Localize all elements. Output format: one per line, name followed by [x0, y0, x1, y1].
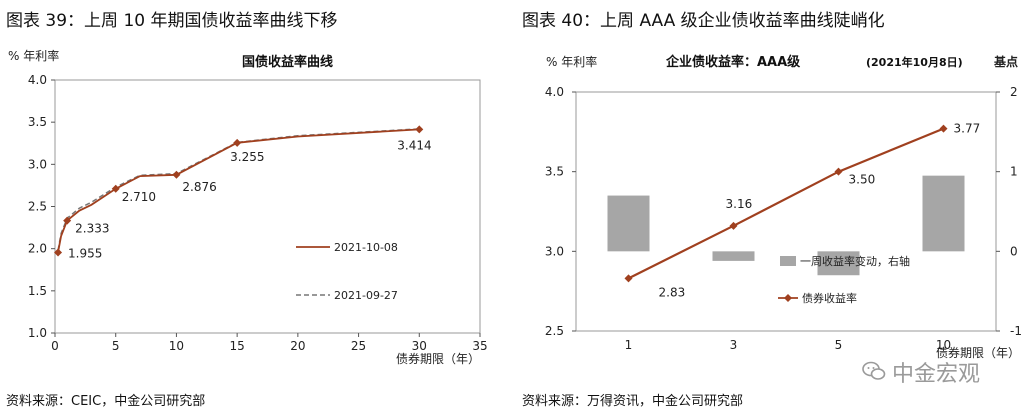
y-axis-label: % 年利率 — [8, 48, 59, 63]
y-left-tick-label: 3.5 — [545, 165, 564, 179]
data-point-marker — [172, 170, 181, 179]
legend-label-2021-10-08: 2021-10-08 — [334, 241, 398, 254]
legend-marker-yield — [784, 294, 792, 302]
y-tick-label: 1.5 — [28, 284, 47, 298]
chart-title: 企业债收益率：AAA级 — [665, 54, 801, 70]
wechat-logo-icon — [862, 361, 886, 380]
plot-frame — [54, 79, 481, 334]
bar-weekly-change — [922, 175, 965, 252]
data-label: 2.876 — [182, 180, 216, 194]
series-2021-09-27-line — [57, 128, 420, 251]
legend-label-2021-09-27: 2021-09-27 — [334, 289, 398, 302]
y-tick-label: 1.0 — [28, 326, 47, 340]
y-right-tick-label: -1 — [1010, 324, 1022, 338]
y-tick-label: 4.0 — [28, 73, 47, 87]
y-tick-label: 3.0 — [28, 157, 47, 171]
y-right-tick-label: 0 — [1010, 244, 1018, 258]
x-tick-label: 10 — [169, 339, 184, 353]
watermark-text: 中金宏观 — [892, 362, 981, 387]
x-tick-label: 5 — [835, 338, 843, 352]
y-left-tick-label: 2.5 — [545, 324, 564, 338]
y-tick-label: 2.5 — [28, 200, 47, 214]
data-label: 1.955 — [68, 246, 102, 260]
x-tick-label: 30 — [412, 339, 427, 353]
y-axis-right-label: 基点 — [993, 54, 1018, 69]
series-yield-line — [628, 127, 944, 280]
data-label: 3.50 — [849, 173, 876, 187]
bar-weekly-change — [607, 195, 650, 252]
data-point-marker — [834, 167, 843, 176]
data-point-marker — [111, 184, 120, 193]
legend-swatch-weekly-change — [780, 256, 796, 266]
series-2021-10-08-line — [57, 128, 420, 253]
legend-label-weekly-change: 一周收益率变动，右轴 — [800, 254, 910, 268]
x-axis-label: 债券期限（年） — [396, 351, 480, 366]
x-axis-label: 债券期限（年） — [936, 345, 1020, 360]
data-label: 3.414 — [397, 138, 431, 152]
x-tick-label: 35 — [472, 339, 487, 353]
data-label: 2.333 — [75, 222, 109, 236]
data-label: 2.83 — [659, 285, 686, 299]
data-point-marker — [233, 138, 242, 147]
x-tick-label: 20 — [290, 339, 305, 353]
y-left-tick-label: 3.0 — [545, 244, 564, 258]
data-label: 2.710 — [122, 190, 156, 204]
data-point-marker — [939, 124, 948, 133]
bar-weekly-change — [817, 251, 860, 276]
figure-39-source: 资料来源：CEIC，中金公司研究部 — [6, 394, 206, 409]
x-tick-label: 0 — [51, 339, 59, 353]
y-right-tick-label: 1 — [1010, 165, 1018, 179]
data-point-marker — [729, 221, 738, 230]
legend-label-yield: 债券收益率 — [802, 291, 857, 305]
plot-frame — [575, 91, 997, 332]
bar-weekly-change — [712, 251, 755, 261]
x-tick-label: 15 — [230, 339, 245, 353]
figure-40-heading: 图表 40：上周 AAA 级企业债收益率曲线陡峭化 — [522, 11, 885, 31]
data-point-marker — [624, 274, 633, 283]
x-tick-label: 1 — [625, 338, 633, 352]
y-axis-left-label: % 年利率 — [546, 54, 597, 69]
data-point-marker — [63, 216, 72, 225]
watermark: 中金宏观 — [862, 356, 1012, 387]
x-tick-label: 25 — [351, 339, 366, 353]
y-tick-label: 3.5 — [28, 115, 47, 129]
x-tick-label: 10 — [936, 338, 951, 352]
y-tick-label: 2.0 — [28, 242, 47, 256]
data-point-marker — [54, 248, 63, 257]
data-label: 3.77 — [954, 122, 981, 136]
y-right-tick-label: 2 — [1010, 85, 1018, 99]
figure-40-source: 资料来源：万得资讯，中金公司研究部 — [522, 394, 744, 409]
x-tick-label: 5 — [112, 339, 120, 353]
y-left-tick-label: 4.0 — [545, 85, 564, 99]
chart-title: 国债收益率曲线 — [242, 54, 333, 70]
data-label: 3.255 — [230, 150, 264, 164]
data-point-marker — [415, 125, 424, 134]
x-tick-label: 3 — [730, 338, 738, 352]
data-label: 3.16 — [726, 197, 753, 211]
figure-39-heading: 图表 39：上周 10 年期国债收益率曲线下移 — [6, 11, 338, 31]
chart-date-note: (2021年10月8日) — [866, 55, 963, 69]
